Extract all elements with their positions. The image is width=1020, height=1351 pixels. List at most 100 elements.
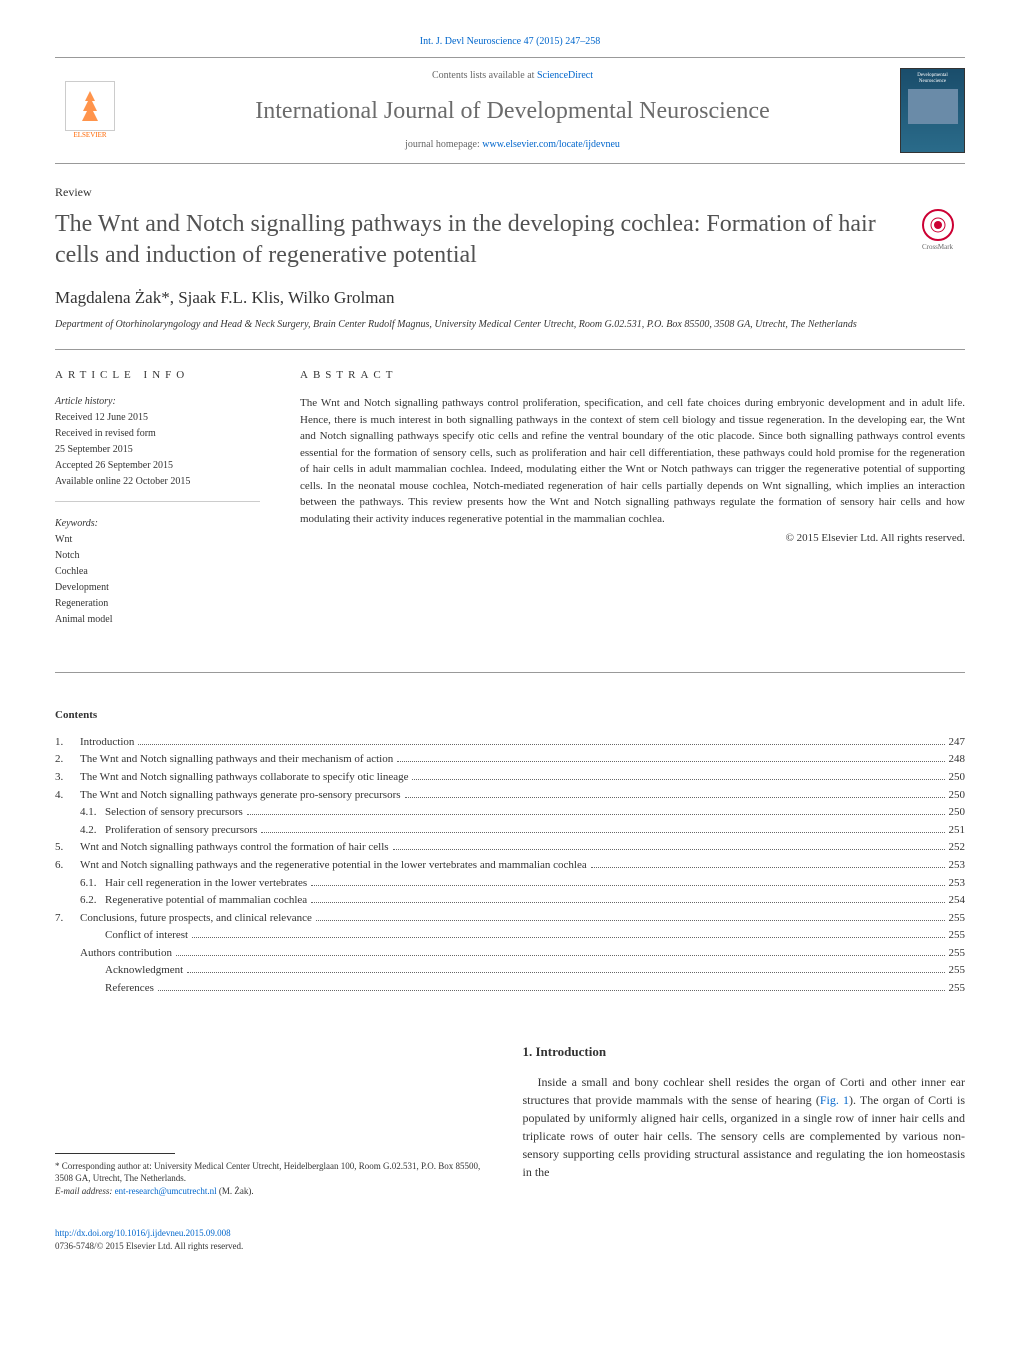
toc-number: 6.1. <box>80 875 105 893</box>
toc-page: 250 <box>949 787 966 805</box>
toc-page: 255 <box>949 910 966 928</box>
title-row: The Wnt and Notch signalling pathways in… <box>55 209 965 271</box>
toc-row[interactable]: 6.2.Regenerative potential of mammalian … <box>55 892 965 910</box>
toc-dots <box>412 779 944 780</box>
toc-page: 250 <box>949 769 966 787</box>
toc-page: 255 <box>949 945 966 963</box>
toc-row[interactable]: 7.Conclusions, future prospects, and cli… <box>55 910 965 928</box>
toc-text: Wnt and Notch signalling pathways contro… <box>80 839 389 857</box>
crossmark-icon <box>922 209 954 241</box>
email-suffix: (M. Żak). <box>217 1186 254 1196</box>
right-column: 1. Introduction Inside a small and bony … <box>523 1043 966 1198</box>
figure-link[interactable]: Fig. 1 <box>820 1093 849 1107</box>
toc-row[interactable]: 6.1.Hair cell regeneration in the lower … <box>55 875 965 893</box>
history-line: 25 September 2015 <box>55 443 260 457</box>
toc-number: 1. <box>55 734 80 752</box>
toc-page: 253 <box>949 857 966 875</box>
introduction-paragraph: Inside a small and bony cochlear shell r… <box>523 1073 966 1181</box>
crossmark-badge[interactable]: CrossMark <box>910 209 965 254</box>
toc-dots <box>176 955 945 956</box>
copyright-line: © 2015 Elsevier Ltd. All rights reserved… <box>300 531 965 546</box>
footnote-divider <box>55 1153 175 1154</box>
cover-text: Developmental Neuroscience <box>905 73 960 84</box>
toc-row[interactable]: Authors contribution255 <box>55 945 965 963</box>
toc-row[interactable]: 2.The Wnt and Notch signalling pathways … <box>55 751 965 769</box>
toc-text: Regenerative potential of mammalian coch… <box>105 892 307 910</box>
introduction-heading: 1. Introduction <box>523 1043 966 1061</box>
table-of-contents: 1.Introduction2472.The Wnt and Notch sig… <box>55 734 965 998</box>
toc-text: References <box>105 980 154 998</box>
toc-dots <box>393 849 945 850</box>
toc-dots <box>247 814 945 815</box>
history-line: Accepted 26 September 2015 <box>55 459 260 473</box>
article-title: The Wnt and Notch signalling pathways in… <box>55 209 890 271</box>
page-container: Int. J. Devl Neuroscience 47 (2015) 247–… <box>0 0 1020 1293</box>
toc-row[interactable]: 4.The Wnt and Notch signalling pathways … <box>55 787 965 805</box>
toc-row[interactable]: 5.Wnt and Notch signalling pathways cont… <box>55 839 965 857</box>
journal-cover-thumbnail[interactable]: Developmental Neuroscience <box>900 68 965 153</box>
affiliation: Department of Otorhinolaryngology and He… <box>55 318 965 331</box>
keyword: Development <box>55 581 260 595</box>
toc-page: 248 <box>949 751 966 769</box>
toc-row[interactable]: 4.1.Selection of sensory precursors250 <box>55 804 965 822</box>
history-line: Received 12 June 2015 <box>55 411 260 425</box>
keyword: Animal model <box>55 613 260 627</box>
toc-dots <box>311 885 944 886</box>
toc-row[interactable]: 3.The Wnt and Notch signalling pathways … <box>55 769 965 787</box>
toc-text: The Wnt and Notch signalling pathways ge… <box>80 787 401 805</box>
toc-number: 6.2. <box>80 892 105 910</box>
elsevier-label: ELSEVIER <box>73 131 106 141</box>
toc-dots <box>311 902 944 903</box>
toc-text: Conclusions, future prospects, and clini… <box>80 910 312 928</box>
toc-page: 253 <box>949 875 966 893</box>
toc-dots <box>316 920 945 921</box>
contents-prefix: Contents lists available at <box>432 70 537 81</box>
toc-number: 4. <box>55 787 80 805</box>
toc-number: 7. <box>55 910 80 928</box>
doi-link[interactable]: http://dx.doi.org/10.1016/j.ijdevneu.201… <box>55 1228 231 1238</box>
article-history-block: Article history: Received 12 June 2015Re… <box>55 395 260 502</box>
journal-header: ELSEVIER Contents lists available at Sci… <box>55 57 965 164</box>
info-abstract-row: ARTICLE INFO Article history: Received 1… <box>55 368 965 654</box>
journal-title: International Journal of Developmental N… <box>140 95 885 129</box>
toc-page: 251 <box>949 822 966 840</box>
toc-dots <box>138 744 944 745</box>
journal-reference: Int. J. Devl Neuroscience 47 (2015) 247–… <box>55 35 965 49</box>
toc-number: 6. <box>55 857 80 875</box>
toc-text: The Wnt and Notch signalling pathways an… <box>80 751 393 769</box>
toc-number: 5. <box>55 839 80 857</box>
keyword: Wnt <box>55 533 260 547</box>
keyword: Notch <box>55 549 260 563</box>
toc-row[interactable]: 6.Wnt and Notch signalling pathways and … <box>55 857 965 875</box>
toc-text: The Wnt and Notch signalling pathways co… <box>80 769 408 787</box>
abstract-text: The Wnt and Notch signalling pathways co… <box>300 395 965 527</box>
toc-row[interactable]: References 255 <box>55 980 965 998</box>
sciencedirect-link[interactable]: ScienceDirect <box>537 70 593 81</box>
toc-row[interactable]: Conflict of interest255 <box>55 927 965 945</box>
toc-page: 247 <box>949 734 966 752</box>
toc-row[interactable]: Acknowledgment255 <box>55 962 965 980</box>
homepage-link[interactable]: www.elsevier.com/locate/ijdevneu <box>482 139 620 150</box>
toc-number: 3. <box>55 769 80 787</box>
abstract-column: ABSTRACT The Wnt and Notch signalling pa… <box>300 368 965 654</box>
toc-text: Conflict of interest <box>105 927 188 945</box>
contents-heading: Contents <box>55 708 965 723</box>
divider <box>55 672 965 673</box>
history-line: Received in revised form <box>55 427 260 441</box>
toc-number: 2. <box>55 751 80 769</box>
article-info-heading: ARTICLE INFO <box>55 368 260 383</box>
left-column: * Corresponding author at: University Me… <box>55 1043 498 1198</box>
toc-dots <box>591 867 945 868</box>
toc-row[interactable]: 1.Introduction247 <box>55 734 965 752</box>
toc-row[interactable]: 4.2.Proliferation of sensory precursors2… <box>55 822 965 840</box>
homepage-line: journal homepage: www.elsevier.com/locat… <box>140 138 885 152</box>
email-link[interactable]: ent-research@umcutrecht.nl <box>115 1186 217 1196</box>
homepage-prefix: journal homepage: <box>405 139 482 150</box>
keywords-block: Keywords: WntNotchCochleaDevelopmentRege… <box>55 517 260 639</box>
elsevier-logo[interactable]: ELSEVIER <box>55 73 125 148</box>
toc-text: Hair cell regeneration in the lower vert… <box>105 875 307 893</box>
toc-page: 255 <box>949 962 966 980</box>
toc-page: 254 <box>949 892 966 910</box>
history-line: Available online 22 October 2015 <box>55 475 260 489</box>
toc-page: 255 <box>949 980 966 998</box>
